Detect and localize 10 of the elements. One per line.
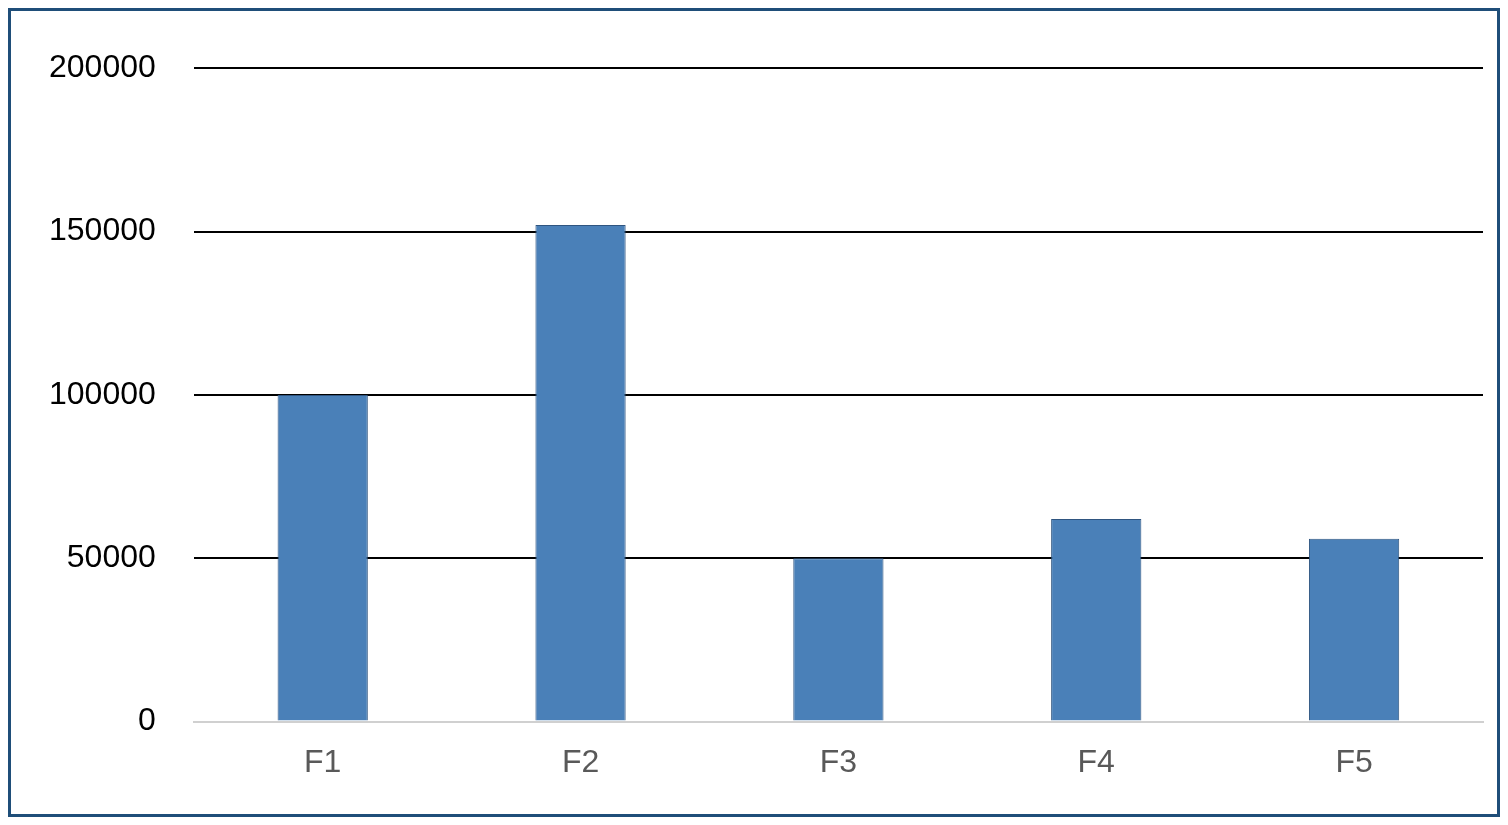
y-tick-label: 200000 [49,48,156,85]
x-tick-label: F3 [819,742,858,779]
x-tick-label: F4 [1077,742,1115,779]
y-tick-label: 150000 [49,211,156,248]
y-tick-label: 0 [137,701,156,738]
x-tick-label: F5 [1335,742,1373,779]
x-tick-label: F2 [561,742,600,779]
x-tick-label: F1 [304,742,342,779]
y-tick-label: 100000 [49,374,156,411]
y-tick-label: 50000 [66,538,156,575]
